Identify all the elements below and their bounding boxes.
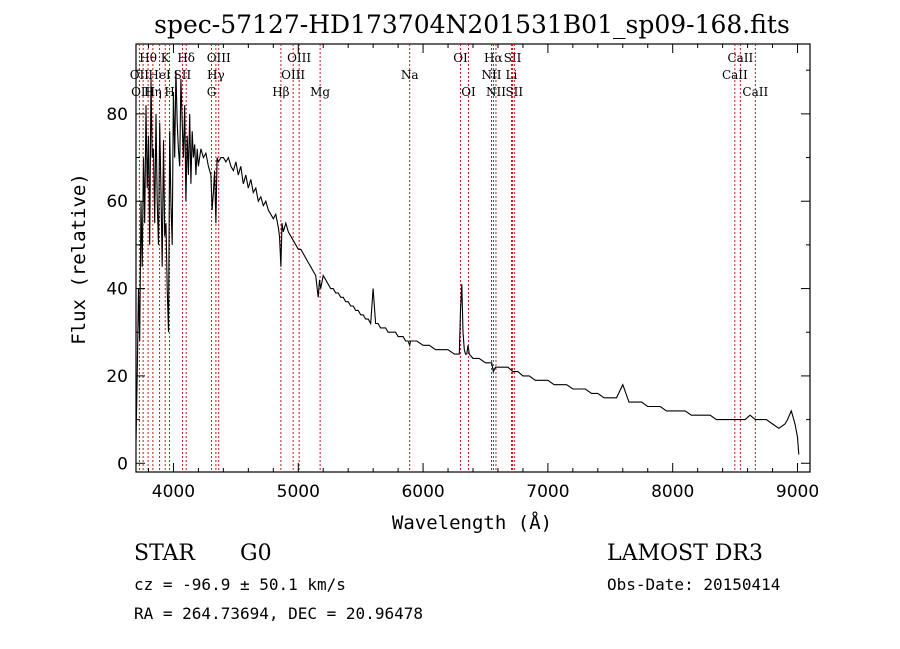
plot-frame — [135, 43, 811, 473]
x-axis-label: Wavelength (Å) — [392, 511, 552, 534]
x-tick-label: 5000 — [277, 482, 320, 502]
line-marker-label: Hβ — [272, 85, 289, 99]
spectrum-line — [135, 70, 800, 455]
line-marker-label: Na — [401, 68, 419, 82]
x-tick-label: 6000 — [401, 482, 444, 502]
line-marker-label: Mg — [310, 85, 330, 99]
y-tick-label: 60 — [106, 192, 128, 212]
line-marker-label: Hα — [484, 51, 503, 65]
line-marker-label: OIII — [131, 85, 155, 99]
line-marker-label: Hδ — [177, 51, 195, 65]
y-tick-label: 0 — [117, 454, 128, 474]
line-marker-label: CaII — [742, 85, 768, 99]
line-marker-label: G — [207, 85, 217, 99]
y-tick-label: 40 — [106, 280, 128, 300]
line-marker-label: H — [164, 85, 174, 99]
chart-title: spec-57127-HD173704N201531B01_sp09-168.f… — [154, 10, 790, 39]
line-marker-label: OI — [453, 51, 468, 65]
line-marker-label: CaII — [727, 51, 753, 65]
line-marker-label: OIII — [281, 68, 305, 82]
line-marker-label: OIII — [207, 51, 231, 65]
obs-date-text: Obs-Date: 20150414 — [607, 575, 780, 594]
line-marker-label: CaII — [722, 68, 748, 82]
x-tick-label: 7000 — [526, 482, 569, 502]
y-tick-label: 20 — [106, 367, 128, 387]
y-tick-label: 80 — [106, 105, 128, 125]
line-marker-label: HeI — [148, 68, 171, 82]
line-marker-label: Hθ — [139, 51, 157, 65]
line-marker-label: SII — [504, 51, 522, 65]
redshift-text: cz = -96.9 ± 50.1 km/s — [134, 575, 346, 594]
coords-text: RA = 264.73694, DEC = 20.96478 — [134, 604, 423, 623]
line-marker-label: OIII — [287, 51, 311, 65]
x-tick-label: 4000 — [152, 482, 195, 502]
line-marker-label: Li — [506, 68, 518, 82]
line-marker-label: OII — [130, 68, 150, 82]
line-marker-label: SII — [505, 85, 523, 99]
line-marker-label: K — [161, 51, 171, 65]
y-axis-label: Flux (relative) — [68, 173, 90, 345]
line-marker-label: NII — [481, 68, 501, 82]
line-marker-label: NII — [486, 85, 506, 99]
survey-label: LAMOST DR3 — [607, 541, 763, 566]
x-tick-label: 8000 — [651, 482, 694, 502]
line-marker-label: OI — [461, 85, 476, 99]
class-label: STAR — [134, 541, 196, 566]
axis-ticks: 4000 5000 6000 7000 8000 9000 0 20 40 60 80 — [106, 44, 819, 502]
x-tick-label: 9000 — [776, 482, 819, 502]
line-marker-label: Hη — [144, 85, 162, 99]
subclass-label: G0 — [240, 541, 272, 566]
line-marker-label: SII — [174, 68, 192, 82]
line-marker-label: Hγ — [207, 68, 225, 82]
